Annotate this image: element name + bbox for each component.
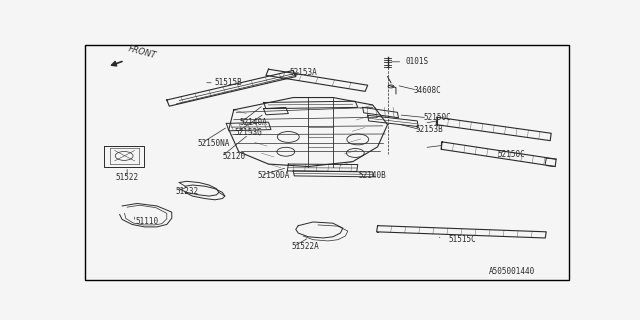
Text: 52140A: 52140A — [240, 118, 268, 127]
Text: 52153B: 52153B — [416, 125, 444, 134]
Text: 51232: 51232 — [175, 187, 198, 196]
Text: 52150DA: 52150DA — [257, 171, 290, 180]
Text: 52150C: 52150C — [423, 113, 451, 122]
Text: 52150C: 52150C — [498, 150, 525, 159]
Text: 52150NA: 52150NA — [198, 139, 230, 148]
Text: 51522: 51522 — [116, 173, 139, 182]
Text: 52140B: 52140B — [359, 171, 387, 180]
Text: FRONT: FRONT — [127, 44, 157, 60]
Text: 51110: 51110 — [136, 218, 159, 227]
Text: A505001440: A505001440 — [488, 267, 534, 276]
Text: 51522A: 51522A — [292, 242, 319, 251]
Text: 51515C: 51515C — [448, 235, 476, 244]
Text: 51515B: 51515B — [215, 78, 243, 87]
Text: 52120: 52120 — [222, 152, 245, 161]
Text: 52153G: 52153G — [235, 128, 262, 137]
Text: 34608C: 34608C — [413, 86, 441, 95]
Text: 0101S: 0101S — [406, 57, 429, 66]
Text: 52153A: 52153A — [289, 68, 317, 77]
